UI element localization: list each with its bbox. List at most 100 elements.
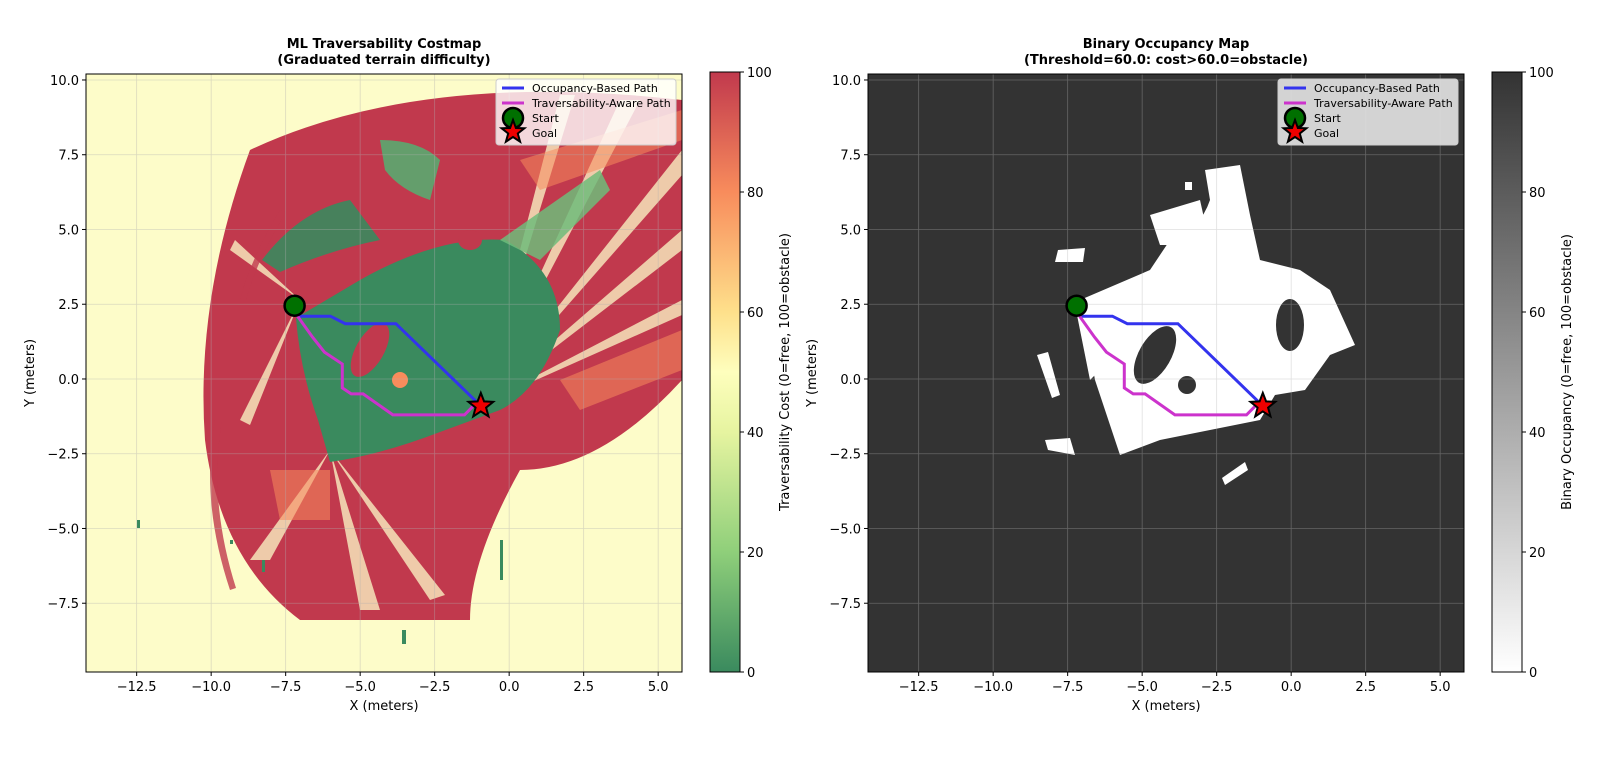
occupancy-ytick-label: −7.5 [829,597,861,612]
costmap-inner-obstacle-2 [458,230,482,250]
costmap-xtick-label: 0.0 [499,680,520,695]
costmap-ytick-label: −5.0 [47,522,79,537]
costmap-y-ticks: 10.0 7.5 5.0 2.5 0.0 −2.5 −5.0 −7.5 [47,74,86,612]
costmap-image [86,74,682,672]
costmap-ytick-label: 0.0 [58,373,79,388]
occupancy-legend-occupancy-label: Occupancy-Based Path [1314,82,1440,95]
costmap-colorbar-label: Traversability Cost (0=free, 100=obstacl… [778,233,793,512]
occupancy-colorbar-tick-label: 0 [1529,666,1537,681]
costmap-free-pocket-2 [380,140,440,200]
costmap-grid [86,74,682,672]
costmap-xtick-label: −5.0 [344,680,376,695]
occupancy-xtick-label: 5.0 [1430,680,1451,695]
costmap-debris [137,520,503,644]
occupancy-ytick-label: 5.0 [840,223,861,238]
occupancy-legend-traversability-label: Traversability-Aware Path [1313,97,1453,110]
occupancy-free-patch-4 [1045,438,1075,455]
occupancy-colorbar-tick-label: 40 [1529,426,1546,441]
occupancy-ylabel: Y (meters) [805,339,820,408]
occupancy-colorbar-tick-label: 60 [1529,306,1546,321]
costmap-traversability-path [296,315,481,417]
occupancy-free-patch-5 [1222,462,1248,485]
costmap-axes-frame [85,73,683,673]
costmap-colorbar-tick-label: 100 [747,66,772,81]
costmap-legend-start-label: Start [532,112,560,125]
occupancy-y-ticks: 10.0 7.5 5.0 2.5 0.0 −2.5 −5.0 −7.5 [829,74,868,612]
costmap-inner-obstacle-1 [350,323,390,377]
costmap-xlabel: X (meters) [349,699,418,714]
costmap-colorbar-tick-label: 20 [747,546,764,561]
occupancy-free-patch-2 [1055,248,1085,262]
occupancy-ytick-label: 0.0 [840,373,861,388]
occupancy-xtick-label: 2.5 [1355,680,1376,695]
costmap-xtick-label: 2.5 [573,680,594,695]
costmap-goal-marker [465,390,496,419]
occupancy-colorbar-ticks: 0 20 40 60 80 100 [1522,66,1554,681]
occupancy-title-line2: (Threshold=60.0: cost>60.0=obstacle) [1024,53,1308,68]
occupancy-xtick-label: 0.0 [1281,680,1302,695]
occupancy-free-patch-1 [1150,200,1210,245]
costmap-xtick-label: −12.5 [117,680,157,695]
costmap-outer-arcs [210,210,286,590]
occupancy-legend: Occupancy-Based Path Traversability-Awar… [1277,78,1459,146]
costmap-ytick-label: 5.0 [58,223,79,238]
occupancy-legend-goal-swatch [1280,117,1310,145]
occupancy-legend-box [1277,78,1459,146]
occupancy-ytick-label: −5.0 [829,522,861,537]
occupancy-xtick-label: −12.5 [899,680,939,695]
costmap-ytick-label: −7.5 [47,597,79,612]
occupancy-inner-obstacle-1 [1133,326,1177,384]
costmap-xtick-label: −2.5 [419,680,451,695]
costmap-colorbar-tick-label: 40 [747,426,764,441]
costmap-legend-traversability-label: Traversability-Aware Path [531,97,671,110]
occupancy-colorbar-tick-label: 20 [1529,546,1546,561]
occupancy-colorbar: 0 20 40 60 80 100 Binary Occupancy (0=free, 1… [1491,66,1575,681]
occupancy-xlabel: X (meters) [1131,699,1200,714]
occupancy-x-ticks: −12.5 −10.0 −7.5 −5.0 −2.5 0.0 2.5 5.0 [899,672,1451,695]
occupancy-start-marker [1065,294,1088,317]
costmap-colorbar-tick-label: 80 [747,186,764,201]
occupancy-inner-obstacle-3 [1178,376,1196,394]
costmap-colorbar-gradient [709,71,741,673]
occupancy-ytick-label: 2.5 [840,298,861,313]
occupancy-xtick-label: −5.0 [1126,680,1158,695]
occupancy-legend-start-label: Start [1314,112,1342,125]
occupancy-ytick-label: 7.5 [840,149,861,164]
costmap-ytick-label: 7.5 [58,149,79,164]
costmap-colorbar-tick-label: 0 [747,666,755,681]
occupancy-panel: Binary Occupancy Map (Threshold=60.0: co… [805,37,1575,714]
costmap-ytick-label: −2.5 [47,448,79,463]
occupancy-xtick-label: −7.5 [1052,680,1084,695]
costmap-xtick-label: −7.5 [270,680,302,695]
costmap-free-pocket-3 [500,170,610,260]
occupancy-free-patch-3 [1037,352,1060,398]
costmap-free-region [296,239,560,462]
occupancy-goal-marker [1247,390,1278,419]
occupancy-occupancy-path [1079,314,1264,407]
costmap-colorbar-tick-label: 60 [747,306,764,321]
occupancy-ytick-label: 10.0 [832,74,861,89]
costmap-title-line2: (Graduated terrain difficulty) [277,53,490,68]
occupancy-title-line1: Binary Occupancy Map [1083,37,1250,52]
costmap-legend-goal-swatch [498,117,528,145]
costmap-legend-occupancy-label: Occupancy-Based Path [532,82,658,95]
costmap-legend-box [495,78,677,146]
occupancy-image [868,74,1464,672]
costmap-start-marker [283,294,306,317]
costmap-colorbar: 0 20 40 60 80 100 Traversability Cost (0=free… [709,66,793,681]
costmap-inner-obstacle-3 [392,372,408,388]
costmap-colorbar-ticks: 0 20 40 60 80 100 [740,66,772,681]
occupancy-axes-frame [867,73,1465,673]
occupancy-colorbar-tick-label: 100 [1529,66,1554,81]
occupancy-xtick-label: −10.0 [973,680,1013,695]
costmap-x-ticks: −12.5 −10.0 −7.5 −5.0 −2.5 0.0 2.5 5.0 [117,672,669,695]
occupancy-free-patch-6 [1185,182,1192,190]
costmap-legend: Occupancy-Based Path Traversability-Awar… [495,78,677,146]
costmap-xtick-label: 5.0 [648,680,669,695]
costmap-legend-goal-label: Goal [532,127,557,140]
occupancy-traversability-path [1078,315,1263,417]
costmap-title-line1: ML Traversability Costmap [287,37,482,52]
occupancy-colorbar-gradient [1491,71,1523,673]
occupancy-ytick-label: −2.5 [829,448,861,463]
